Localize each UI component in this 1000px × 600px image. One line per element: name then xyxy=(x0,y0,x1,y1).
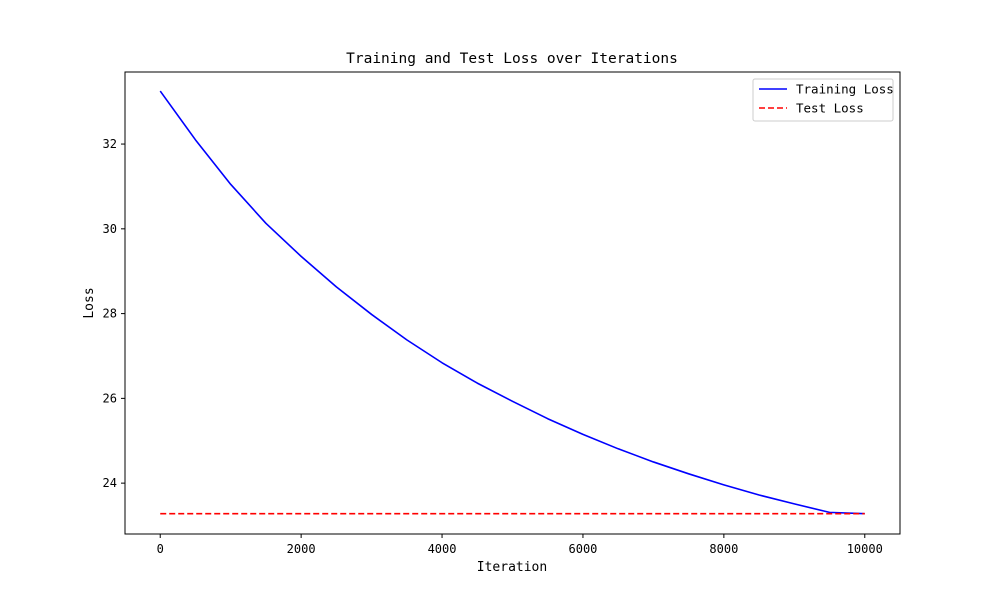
x-tick-label: 10000 xyxy=(847,542,883,556)
y-axis: 24 26 28 30 32 xyxy=(103,137,125,490)
y-tick-label: 30 xyxy=(103,222,117,236)
y-tick-label: 32 xyxy=(103,137,117,151)
x-tick-label: 6000 xyxy=(569,542,598,556)
x-axis: 0 2000 4000 6000 8000 10000 xyxy=(157,534,883,556)
legend: Training Loss Test Loss xyxy=(752,78,894,122)
y-axis-label: Loss xyxy=(82,287,97,318)
x-tick-label: 0 xyxy=(157,542,164,556)
x-tick-label: 4000 xyxy=(428,542,457,556)
series-line-training-loss xyxy=(159,90,865,515)
plot-area xyxy=(124,71,901,535)
legend-label: Test Loss xyxy=(796,101,864,116)
y-tick-label: 28 xyxy=(103,307,117,321)
x-tick-label: 2000 xyxy=(287,542,316,556)
y-tick-label: 26 xyxy=(103,391,117,405)
series-layer xyxy=(159,90,865,515)
x-axis-label: Iteration xyxy=(477,560,547,575)
legend-label: Training Loss xyxy=(796,82,894,97)
legend-box xyxy=(752,78,894,122)
y-tick-label: 24 xyxy=(103,476,117,490)
plot-frame xyxy=(124,71,901,535)
chart-title: Training and Test Loss over Iterations xyxy=(346,51,678,67)
x-tick-label: 8000 xyxy=(709,542,738,556)
